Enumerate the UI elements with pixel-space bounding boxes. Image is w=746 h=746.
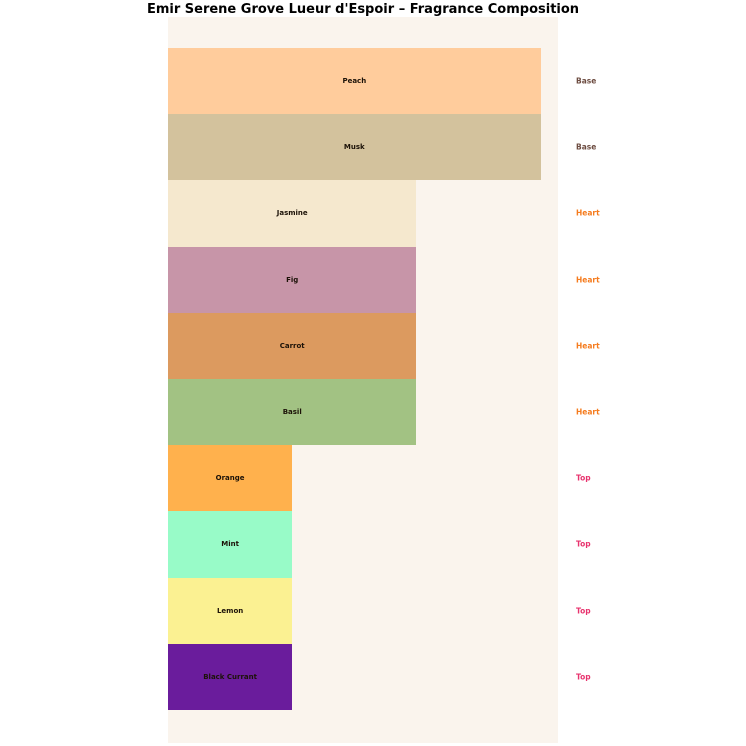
note-type-label: Heart	[576, 275, 600, 285]
bar-label: Basil	[282, 408, 302, 417]
bar-label: Orange	[215, 474, 245, 483]
bar-label: Fig	[286, 275, 299, 284]
bar-label: Peach	[342, 77, 367, 86]
bars-container: Peach Base Musk Base Jasmine Heart Fig Heart Car…	[168, 48, 600, 710]
bar-peach: Peach	[168, 48, 541, 115]
bar-fig: Fig	[168, 246, 417, 313]
bar-black-currant: Black Currant	[168, 643, 293, 710]
bar-mint: Mint	[168, 511, 293, 578]
bar-row: Peach Base	[168, 48, 596, 115]
bar-label: Jasmine	[276, 209, 308, 218]
chart-title: Emir Serene Grove Lueur d'Espoir – Fragr…	[146, 2, 580, 17]
bar-musk: Musk	[168, 114, 541, 181]
bar-row: Basil Heart	[168, 378, 600, 446]
bar-row: Black Currant Top	[168, 643, 591, 710]
note-type-label: Heart	[576, 208, 600, 218]
bar-row: Lemon Top	[168, 577, 591, 644]
note-type-label: Heart	[576, 341, 600, 351]
plot-area: Peach Base Musk Base Jasmine Heart Fig Heart Car…	[168, 17, 600, 743]
bar-row: Jasmine Heart	[168, 180, 600, 247]
note-type-label: Top	[576, 473, 591, 483]
bar-orange: Orange	[168, 445, 293, 512]
bar-row: Fig Heart	[168, 246, 600, 313]
note-type-label: Top	[576, 672, 591, 682]
bar-carrot: Carrot	[168, 312, 417, 379]
bar-row: Orange Top	[168, 445, 591, 512]
note-type-label: Base	[576, 76, 597, 86]
note-type-label: Top	[576, 606, 591, 616]
bar-lemon: Lemon	[168, 577, 293, 644]
bar-label: Lemon	[216, 606, 244, 615]
note-type-label: Heart	[576, 407, 600, 417]
bar-row: Carrot Heart	[168, 312, 600, 379]
bar-label: Carrot	[279, 341, 305, 350]
note-type-label: Top	[576, 539, 591, 549]
bar-row: Musk Base	[168, 114, 596, 181]
bar-label: Mint	[221, 540, 239, 549]
bar-label: Black Currant	[203, 672, 257, 681]
bar-row: Mint Top	[168, 511, 591, 578]
note-type-label: Base	[576, 142, 597, 152]
bar-jasmine: Jasmine	[168, 180, 417, 247]
bar-label: Musk	[343, 143, 365, 152]
bar-basil: Basil	[168, 378, 417, 446]
